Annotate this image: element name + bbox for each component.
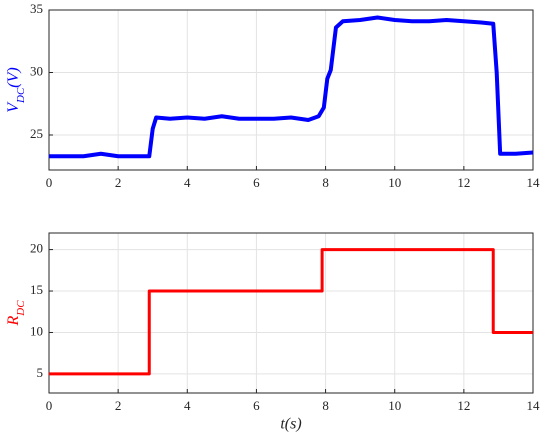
y-label-part: DC bbox=[15, 300, 27, 317]
y-axis-label: VDC(V) bbox=[5, 67, 27, 113]
x-tick-label: 2 bbox=[115, 398, 122, 413]
y-tick-label: 20 bbox=[30, 241, 43, 256]
plot-area bbox=[49, 233, 533, 393]
y-label-part: (V) bbox=[5, 67, 22, 87]
plot-area bbox=[49, 10, 533, 170]
y-tick-label: 25 bbox=[30, 126, 43, 141]
y-axis-label: RDC bbox=[5, 300, 27, 327]
axes-box bbox=[48, 9, 534, 171]
y-label-part: V bbox=[5, 101, 22, 113]
y-tick-label: 5 bbox=[37, 365, 44, 380]
data-line bbox=[49, 248, 533, 376]
y-label-part: R bbox=[5, 316, 22, 327]
x-tick-label: 14 bbox=[527, 175, 541, 190]
x-tick-label: 10 bbox=[388, 398, 401, 413]
x-tick-label: 2 bbox=[115, 175, 122, 190]
x-tick-label: 14 bbox=[527, 398, 541, 413]
y-label-part: DC bbox=[15, 87, 27, 104]
y-tick-label: 30 bbox=[30, 63, 43, 78]
x-tick-label: 4 bbox=[184, 398, 191, 413]
x-tick-label: 12 bbox=[457, 175, 470, 190]
x-axis-label: t(s) bbox=[280, 416, 301, 433]
data-line bbox=[49, 15, 534, 159]
x-tick-label: 4 bbox=[184, 175, 191, 190]
x-tick-label: 6 bbox=[253, 398, 260, 413]
x-tick-label: 0 bbox=[46, 175, 53, 190]
x-tick-label: 10 bbox=[388, 175, 401, 190]
y-tick-label: 35 bbox=[30, 1, 43, 16]
y-tick-label: 10 bbox=[30, 323, 43, 338]
x-tick-label: 8 bbox=[322, 175, 329, 190]
axes-box bbox=[48, 232, 534, 394]
y-tick-label: 15 bbox=[30, 282, 43, 297]
x-tick-label: 0 bbox=[46, 398, 53, 413]
x-tick-label: 6 bbox=[253, 175, 260, 190]
x-tick-label: 12 bbox=[457, 398, 470, 413]
x-tick-label: 8 bbox=[322, 398, 329, 413]
